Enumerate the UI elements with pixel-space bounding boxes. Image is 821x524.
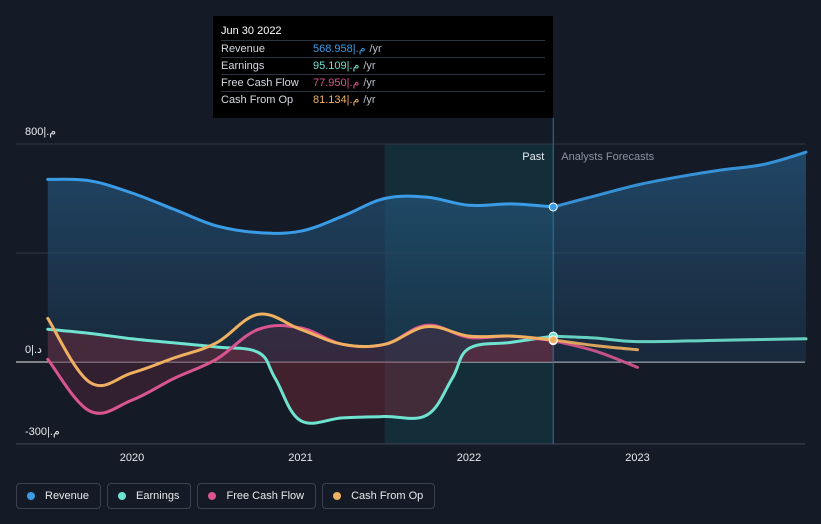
tooltip-unit: /yr [369,43,382,55]
legend-item-earnings[interactable]: Earnings [107,483,192,509]
tooltip-label: Free Cash Flow [221,77,299,89]
tooltip-unit: /yr [363,77,376,89]
revenue-area [47,152,807,362]
cash-from-op-line-forecast [551,338,639,352]
legend-label: Cash From Op [351,490,424,502]
cash-from-op-point [548,335,558,345]
legend-dot-icon [333,492,342,500]
tooltip-row: Free Cash Flow 77.950|.م/yr [221,75,545,92]
tooltip-value: 568.958|.م [313,43,366,55]
tooltip-unit: /yr [363,60,376,72]
tooltip-label: Cash From Op [221,94,294,106]
earnings-line-past [46,327,555,425]
legend-item-free-cash-flow[interactable]: Free Cash Flow [197,483,317,509]
legend-dot-icon [208,492,217,500]
legend-dot-icon [118,492,127,500]
legend-label: Earnings [136,490,180,502]
x-tick-label: 2020 [120,452,144,464]
tooltip-value: 77.950|.م [313,77,360,89]
free-cash-flow-area [47,325,554,414]
free-cash-flow-line-forecast [551,339,639,369]
revenue-point [548,202,558,212]
earnings-area [47,329,554,424]
earnings-line-forecast [551,334,808,344]
revenue-line-past [46,177,555,235]
revenue-line-forecast [551,150,808,209]
y-tick-label: 0|.د [25,344,42,356]
x-tick-label: 2021 [288,452,312,464]
tooltip: Jun 30 2022 Revenue 568.958|.م/yr Earnings… [213,16,553,118]
legend: Revenue Earnings Free Cash Flow Cash From O… [16,483,436,509]
tooltip-row: Earnings 95.109|.م/yr [221,58,545,75]
x-tick-label: 2023 [625,452,649,464]
tooltip-label: Earnings [221,60,265,72]
legend-item-cash-from-op[interactable]: Cash From Op [322,483,436,509]
tooltip-value: 81.134|.م [313,94,360,106]
tooltip-row: Cash From Op 81.134|.م/yr [221,92,545,108]
forecast-label: Analysts Forecasts [561,151,654,163]
tooltip-date: Jun 30 2022 [221,22,545,41]
legend-dot-icon [27,492,35,500]
tooltip-unit: /yr [363,94,376,106]
x-tick-label: 2022 [457,452,481,464]
tooltip-label: Revenue [221,43,266,55]
tooltip-value: 95.109|.م [313,60,360,72]
tooltip-row: Revenue 568.958|.م/yr [221,41,545,58]
y-tick-label: 800|.م [25,126,56,138]
y-tick-label: -300|.م [25,426,60,438]
legend-item-revenue[interactable]: Revenue [16,483,102,509]
legend-label: Revenue [45,490,90,502]
legend-label: Free Cash Flow [226,490,305,502]
cash-from-op-line-past [46,312,555,388]
past-label: Past [522,151,544,163]
